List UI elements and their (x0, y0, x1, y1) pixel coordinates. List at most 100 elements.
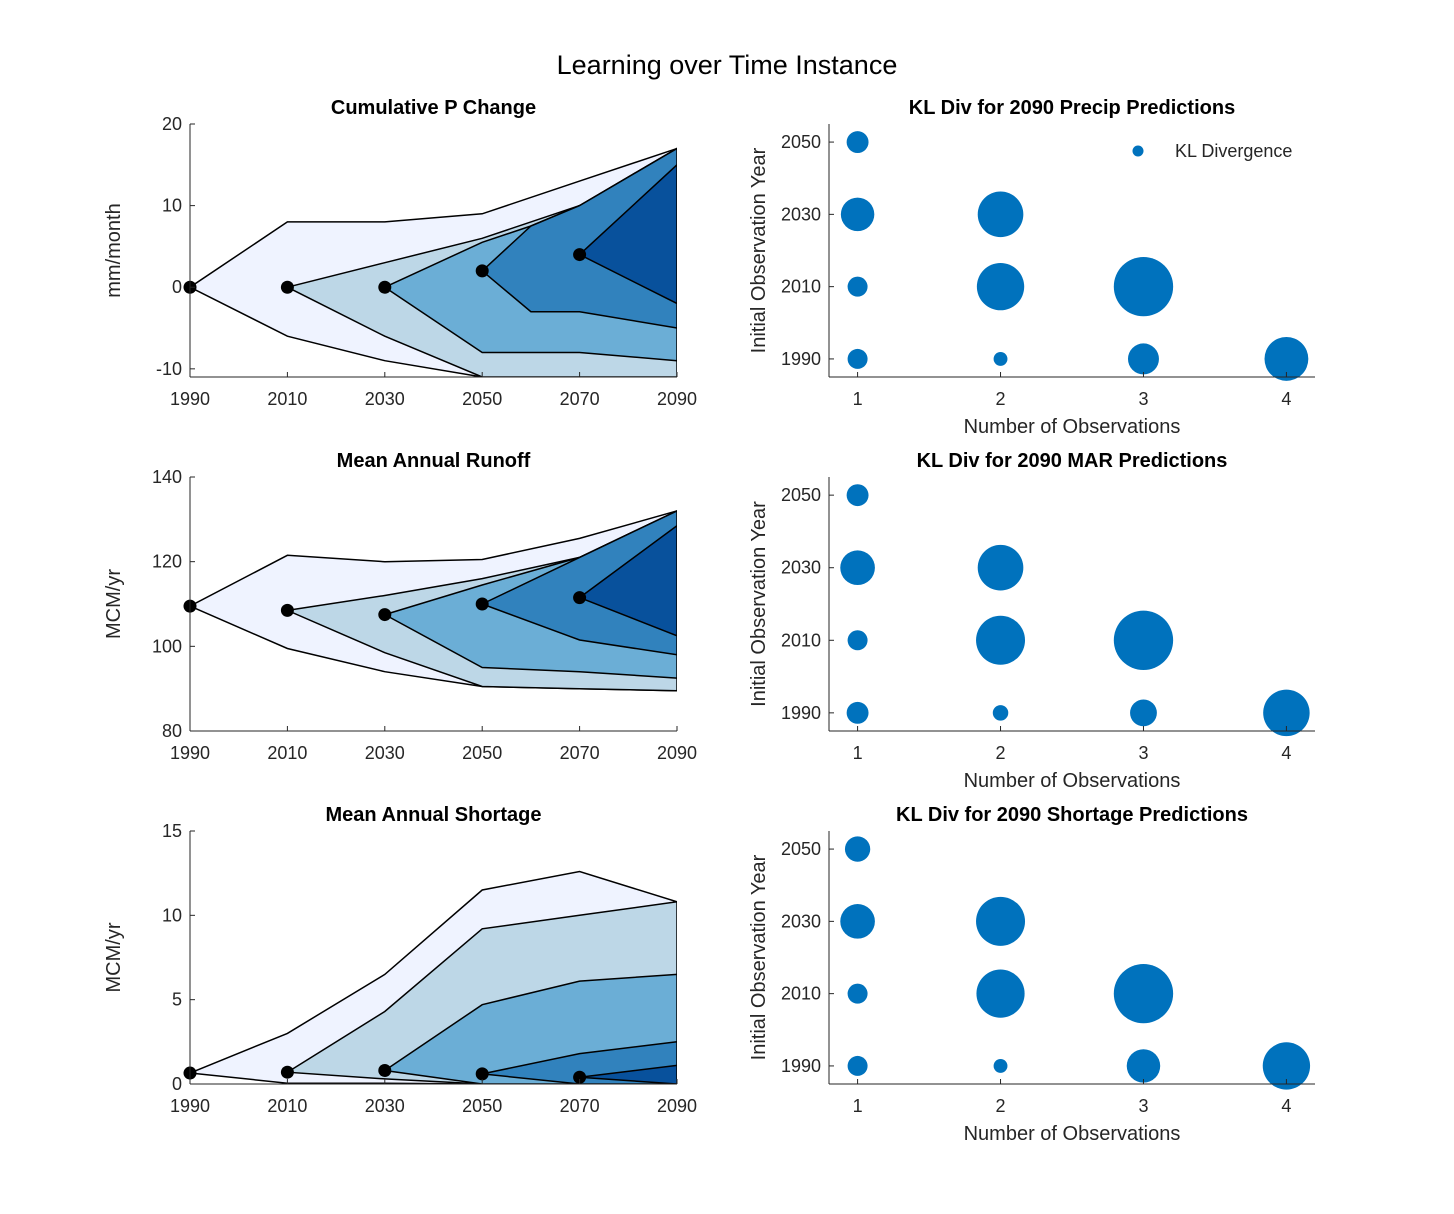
subplot-4: KL Div for 2090 MAR Predictions 1 2 3 4 1990 2… (748, 450, 1315, 792)
x-tick-label: 2010 (267, 1096, 307, 1116)
x-tick-label: 2070 (560, 743, 600, 763)
x-axis-label: Number of Observations (964, 416, 1181, 438)
subplot-title: KL Div for 2090 Shortage Predictions (896, 804, 1248, 826)
kl-bubble (976, 615, 1026, 665)
uncertainty-band (480, 510, 677, 656)
x-tick-label: 2070 (560, 1096, 600, 1116)
y-axis-label: mm/month (103, 203, 125, 297)
y-tick-label: 5 (172, 990, 182, 1010)
kl-bubble (844, 836, 871, 862)
subplot-title: Cumulative P Change (331, 97, 536, 119)
kl-bubble (976, 896, 1026, 946)
y-tick-label: 2010 (781, 277, 821, 297)
kl-bubble (840, 904, 875, 939)
x-axis-label: Number of Observations (964, 1123, 1181, 1145)
x-tick-label: 2090 (657, 389, 697, 409)
kl-bubble (846, 131, 869, 154)
uncertainty-band (578, 524, 677, 637)
uncertainty-band (578, 163, 677, 305)
kl-bubble (846, 484, 869, 507)
band-layer (190, 147, 677, 377)
y-tick-label: 1990 (781, 703, 821, 723)
y-tick-label: 1990 (781, 1056, 821, 1076)
kl-bubble (847, 630, 868, 651)
kl-bubble (993, 352, 1008, 366)
kl-bubble (1264, 337, 1309, 381)
x-tick-label: 1 (853, 1096, 863, 1116)
y-tick-label: 15 (162, 821, 182, 841)
kl-bubble (847, 1055, 868, 1076)
uncertainty-band (579, 1064, 677, 1084)
kl-bubble (1263, 689, 1310, 737)
x-tick-label: 1990 (170, 743, 210, 763)
x-tick-label: 3 (1138, 1096, 1148, 1116)
observation-point (475, 264, 489, 278)
x-tick-label: 3 (1138, 743, 1148, 763)
observation-point (573, 248, 587, 262)
kl-bubble (993, 1059, 1008, 1073)
legend-marker (1132, 145, 1144, 157)
x-tick-label: 2010 (267, 389, 307, 409)
kl-bubble (977, 544, 1024, 591)
x-tick-label: 2050 (462, 389, 502, 409)
kl-bubble (847, 276, 868, 297)
x-tick-label: 2 (996, 1096, 1006, 1116)
band-layer (190, 870, 677, 1084)
band-layer (190, 510, 677, 692)
x-axis-label: Number of Observations (964, 770, 1181, 792)
x-tick-label: 2050 (462, 1096, 502, 1116)
y-axis-label: Initial Observation Year (748, 501, 770, 707)
kl-bubble (1127, 343, 1159, 375)
y-tick-label: -10 (156, 359, 182, 379)
uncertainty-band (481, 147, 677, 329)
kl-bubble (992, 705, 1009, 721)
kl-bubble (1262, 1042, 1311, 1090)
y-tick-label: 2030 (781, 911, 821, 931)
observation-point (573, 591, 587, 605)
kl-bubble (1113, 610, 1174, 670)
subplot-title: KL Div for 2090 Precip Predictions (909, 97, 1235, 119)
kl-bubble (840, 550, 875, 586)
kl-bubble (976, 969, 1025, 1018)
y-tick-label: 10 (162, 905, 182, 925)
y-tick-label: 2050 (781, 132, 821, 152)
subplot-3: Mean Annual Runoff 1990 2010 2030 2050 2070 20… (103, 450, 697, 763)
x-tick-label: 1990 (170, 1096, 210, 1116)
kl-bubble (1126, 1049, 1161, 1083)
x-tick-label: 2030 (365, 743, 405, 763)
subplot-title: Mean Annual Shortage (326, 804, 542, 826)
x-tick-label: 4 (1281, 389, 1291, 409)
y-tick-label: 2050 (781, 485, 821, 505)
kl-bubble (847, 348, 868, 369)
y-tick-label: 2050 (781, 839, 821, 859)
observation-point (378, 608, 392, 622)
x-tick-label: 2030 (365, 1096, 405, 1116)
observation-point (475, 1067, 489, 1081)
kl-bubble (1113, 963, 1174, 1024)
y-tick-label: 80 (162, 721, 182, 741)
kl-bubble (977, 191, 1024, 238)
x-tick-label: 2090 (657, 743, 697, 763)
x-tick-label: 3 (1138, 389, 1148, 409)
y-axis-label: MCM/yr (103, 922, 125, 992)
kl-bubble (1130, 699, 1157, 727)
x-tick-label: 2090 (657, 1096, 697, 1116)
observation-point (280, 280, 294, 294)
x-tick-label: 2030 (365, 389, 405, 409)
observation-point (280, 603, 294, 617)
y-tick-label: 0 (172, 1074, 182, 1094)
kl-bubble (847, 983, 868, 1004)
y-tick-label: 20 (162, 114, 182, 134)
subplot-2: KL Div for 2090 Precip Predictions KL Div… (748, 97, 1315, 438)
legend-label: KL Divergence (1175, 141, 1292, 161)
y-tick-label: 1990 (781, 349, 821, 369)
subplot-title: Mean Annual Runoff (337, 450, 531, 472)
y-axis-label: Initial Observation Year (748, 147, 770, 353)
x-tick-label: 2010 (267, 743, 307, 763)
x-tick-label: 4 (1281, 1096, 1291, 1116)
y-tick-label: 2030 (781, 204, 821, 224)
x-tick-label: 4 (1281, 743, 1291, 763)
y-tick-label: 140 (152, 467, 182, 487)
